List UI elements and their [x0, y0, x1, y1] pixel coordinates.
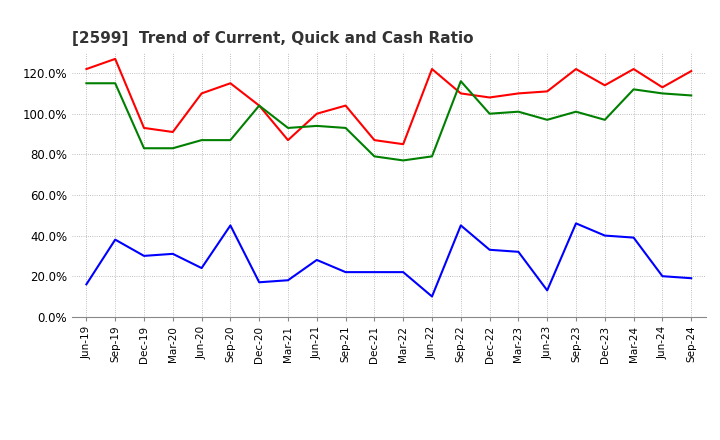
Quick Ratio	[226, 137, 235, 143]
Current Ratio	[226, 81, 235, 86]
Current Ratio	[658, 84, 667, 90]
Current Ratio	[456, 91, 465, 96]
Cash Ratio	[658, 274, 667, 279]
Quick Ratio	[255, 103, 264, 108]
Quick Ratio	[168, 146, 177, 151]
Current Ratio	[197, 91, 206, 96]
Current Ratio	[284, 137, 292, 143]
Cash Ratio	[687, 275, 696, 281]
Current Ratio	[341, 103, 350, 108]
Quick Ratio	[284, 125, 292, 131]
Current Ratio	[629, 66, 638, 72]
Quick Ratio	[197, 137, 206, 143]
Quick Ratio	[341, 125, 350, 131]
Current Ratio	[370, 137, 379, 143]
Cash Ratio	[168, 251, 177, 257]
Line: Cash Ratio: Cash Ratio	[86, 224, 691, 297]
Current Ratio	[140, 125, 148, 131]
Quick Ratio	[543, 117, 552, 122]
Text: [2599]  Trend of Current, Quick and Cash Ratio: [2599] Trend of Current, Quick and Cash …	[72, 31, 474, 46]
Cash Ratio	[111, 237, 120, 242]
Current Ratio	[600, 83, 609, 88]
Cash Ratio	[284, 278, 292, 283]
Cash Ratio	[140, 253, 148, 259]
Cash Ratio	[514, 249, 523, 254]
Cash Ratio	[485, 247, 494, 253]
Current Ratio	[111, 56, 120, 62]
Quick Ratio	[687, 93, 696, 98]
Cash Ratio	[197, 265, 206, 271]
Quick Ratio	[111, 81, 120, 86]
Quick Ratio	[140, 146, 148, 151]
Cash Ratio	[370, 269, 379, 275]
Cash Ratio	[428, 294, 436, 299]
Quick Ratio	[485, 111, 494, 116]
Cash Ratio	[399, 269, 408, 275]
Current Ratio	[312, 111, 321, 116]
Current Ratio	[687, 69, 696, 74]
Current Ratio	[168, 129, 177, 135]
Quick Ratio	[312, 123, 321, 128]
Current Ratio	[428, 66, 436, 72]
Current Ratio	[514, 91, 523, 96]
Cash Ratio	[600, 233, 609, 238]
Current Ratio	[255, 103, 264, 108]
Quick Ratio	[658, 91, 667, 96]
Cash Ratio	[543, 288, 552, 293]
Quick Ratio	[456, 79, 465, 84]
Cash Ratio	[312, 257, 321, 263]
Quick Ratio	[82, 81, 91, 86]
Cash Ratio	[255, 280, 264, 285]
Current Ratio	[543, 89, 552, 94]
Current Ratio	[485, 95, 494, 100]
Quick Ratio	[399, 158, 408, 163]
Quick Ratio	[572, 109, 580, 114]
Cash Ratio	[82, 282, 91, 287]
Current Ratio	[399, 142, 408, 147]
Cash Ratio	[226, 223, 235, 228]
Cash Ratio	[341, 269, 350, 275]
Line: Quick Ratio: Quick Ratio	[86, 81, 691, 161]
Current Ratio	[82, 66, 91, 72]
Cash Ratio	[629, 235, 638, 240]
Quick Ratio	[428, 154, 436, 159]
Quick Ratio	[600, 117, 609, 122]
Current Ratio	[572, 66, 580, 72]
Line: Current Ratio: Current Ratio	[86, 59, 691, 144]
Cash Ratio	[572, 221, 580, 226]
Quick Ratio	[629, 87, 638, 92]
Quick Ratio	[370, 154, 379, 159]
Quick Ratio	[514, 109, 523, 114]
Cash Ratio	[456, 223, 465, 228]
